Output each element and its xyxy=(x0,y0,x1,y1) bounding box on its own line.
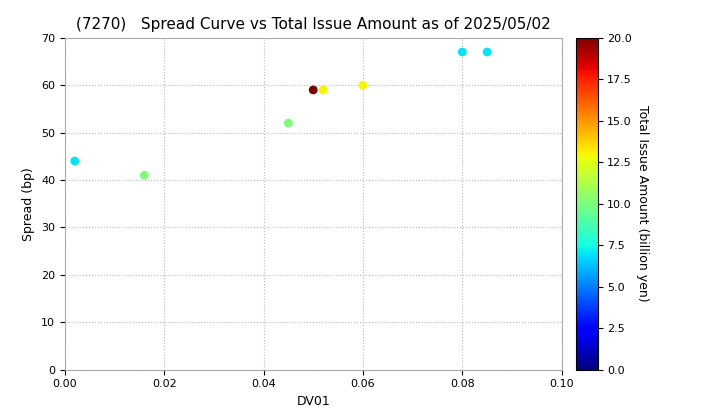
Title: (7270)   Spread Curve vs Total Issue Amount as of 2025/05/02: (7270) Spread Curve vs Total Issue Amoun… xyxy=(76,18,551,32)
Point xyxy=(357,82,369,89)
X-axis label: DV01: DV01 xyxy=(297,395,330,408)
Point xyxy=(307,87,319,93)
Y-axis label: Total Issue Amount (billion yen): Total Issue Amount (billion yen) xyxy=(636,105,649,302)
Point xyxy=(318,87,329,93)
Point xyxy=(69,158,81,164)
Y-axis label: Spread (bp): Spread (bp) xyxy=(22,167,35,241)
Point xyxy=(138,172,150,178)
Point xyxy=(456,49,468,55)
Point xyxy=(482,49,493,55)
Point xyxy=(282,120,294,126)
